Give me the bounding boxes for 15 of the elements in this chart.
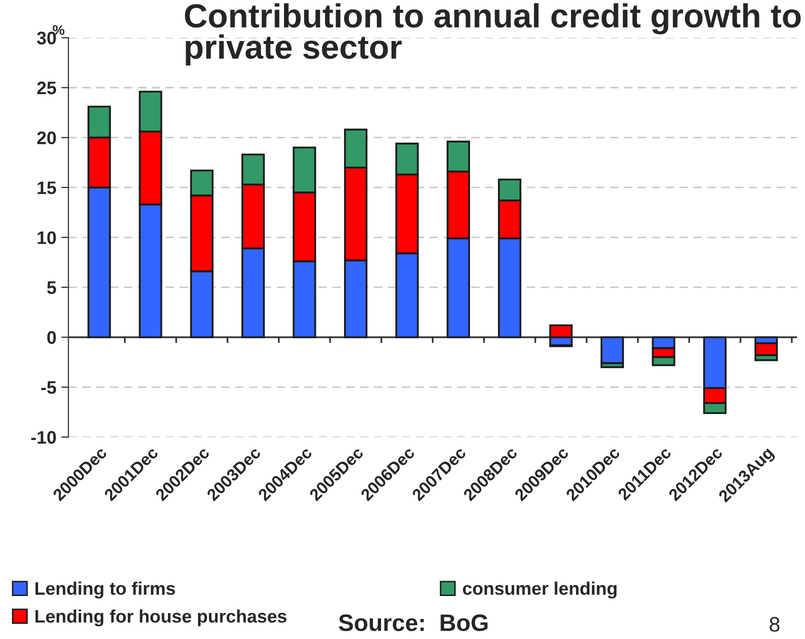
y-tick-label: -10 xyxy=(31,431,56,444)
y-tick-label: 15 xyxy=(38,182,56,194)
y-tick-label: 0 xyxy=(47,331,56,344)
bar xyxy=(600,336,624,364)
y-tick-label: 20 xyxy=(37,131,56,144)
legend-label: consumer lending xyxy=(462,582,617,599)
source-note: Source: BoG xyxy=(338,614,488,632)
y-tick-label: 5 xyxy=(47,281,56,294)
legend-label: Lending for house purchases xyxy=(36,609,286,626)
y-tick-label: 10 xyxy=(38,231,56,244)
text: 8 xyxy=(770,616,780,632)
legend-label: Lending to firms xyxy=(36,582,175,599)
y-tick-label: -5 xyxy=(41,381,56,394)
y-tick-label: 25 xyxy=(37,82,56,94)
chart-title: Contribution to annual credit growth to private sector xyxy=(184,3,801,66)
